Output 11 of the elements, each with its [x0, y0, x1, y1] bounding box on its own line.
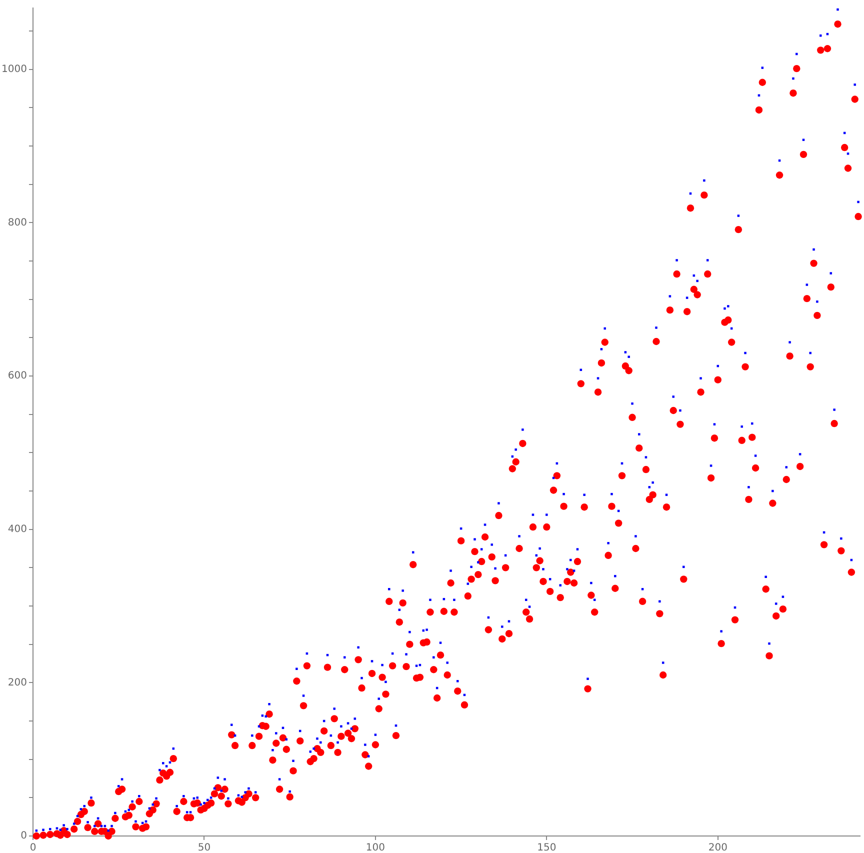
y-tick-label: 800 [8, 217, 27, 228]
x-tick-label: 150 [537, 842, 556, 853]
y-tick-label: 1000 [2, 64, 27, 75]
y-tick-label: 600 [8, 370, 27, 382]
x-tick-label: 100 [366, 842, 385, 853]
y-tick-label: 200 [8, 677, 27, 688]
x-tick-label: 50 [198, 842, 211, 853]
x-tick-label: 200 [708, 842, 728, 853]
y-tick-label: 400 [8, 524, 27, 535]
y-tick-label: 0 [20, 830, 27, 842]
x-tick-label: 0 [30, 842, 36, 853]
